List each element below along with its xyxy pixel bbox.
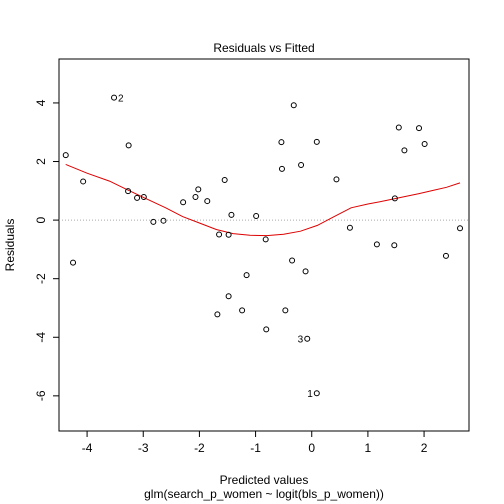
- model-formula-label: glm(search_p_women ~ logit(bls_p_women)): [144, 487, 384, 501]
- y-tick-label: -6: [34, 390, 48, 401]
- x-tick-label: -4: [82, 441, 93, 455]
- residual-points: 2 3 1: [62, 94, 464, 400]
- residual-point: [373, 241, 380, 248]
- x-axis-label: Predicted values: [220, 473, 309, 487]
- y-tick-label: 2: [34, 158, 48, 165]
- y-tick-label: 4: [34, 99, 48, 106]
- residual-point: [289, 257, 296, 264]
- residual-point: [80, 178, 87, 185]
- residual-point: [134, 194, 141, 201]
- residual-point: [150, 218, 157, 225]
- residual-point: [333, 176, 340, 183]
- residual-point: [160, 217, 167, 224]
- residual-point: [263, 326, 270, 333]
- y-tick-label: 0: [34, 216, 48, 223]
- chart-title: Residuals vs Fitted: [213, 41, 314, 55]
- residual-point: [290, 102, 297, 109]
- residual-point: [421, 140, 428, 147]
- point-label: 3: [298, 335, 304, 346]
- y-tick-label: -4: [34, 332, 48, 343]
- residual-point: [239, 307, 246, 314]
- residual-point: [416, 125, 423, 132]
- plot-frame: [58, 58, 470, 432]
- residual-point: [221, 176, 228, 183]
- residual-point: [442, 252, 449, 259]
- residual-point: [140, 193, 147, 200]
- residual-point: [302, 268, 309, 275]
- residual-point: [125, 188, 132, 195]
- point-label: 1: [307, 389, 313, 400]
- residual-point: [282, 307, 289, 314]
- residual-point: [313, 138, 320, 145]
- x-tick-label: -1: [250, 441, 261, 455]
- residual-point: [111, 94, 118, 101]
- residual-point: [313, 390, 320, 397]
- x-tick-label: 2: [421, 441, 428, 455]
- residual-point: [304, 335, 311, 342]
- residual-point: [225, 293, 232, 300]
- y-axis-label: Residuals: [3, 219, 17, 272]
- x-axis: -4 -3 -2 -1 0 1 2: [82, 431, 428, 455]
- residual-point: [70, 259, 77, 266]
- residual-point: [391, 242, 398, 249]
- y-tick-label: -2: [34, 273, 48, 284]
- residual-point: [62, 152, 69, 159]
- x-tick-label: 1: [365, 441, 372, 455]
- residual-point: [253, 213, 260, 220]
- point-label: 2: [118, 94, 124, 105]
- residual-point: [346, 224, 353, 231]
- residual-point: [192, 193, 199, 200]
- x-tick-label: -2: [194, 441, 205, 455]
- x-tick-label: -3: [138, 441, 149, 455]
- residual-point: [395, 124, 402, 131]
- residual-point: [216, 231, 223, 238]
- residual-point: [457, 225, 464, 232]
- residual-point: [204, 198, 211, 205]
- residual-point: [125, 142, 132, 149]
- residual-point: [262, 236, 269, 243]
- residual-point: [298, 162, 305, 169]
- residual-point: [278, 139, 285, 146]
- residual-point: [214, 311, 221, 318]
- residual-point: [228, 211, 235, 218]
- x-tick-label: 0: [308, 441, 315, 455]
- residual-point: [278, 165, 285, 172]
- smoother-line: [65, 163, 461, 237]
- residual-point: [225, 231, 232, 238]
- residual-point: [195, 186, 202, 193]
- residual-point: [180, 199, 187, 206]
- residual-point: [243, 272, 250, 279]
- residual-point: [401, 147, 408, 154]
- residual-point: [391, 195, 398, 202]
- y-axis: -6 -4 -2 0 2 4: [34, 99, 59, 401]
